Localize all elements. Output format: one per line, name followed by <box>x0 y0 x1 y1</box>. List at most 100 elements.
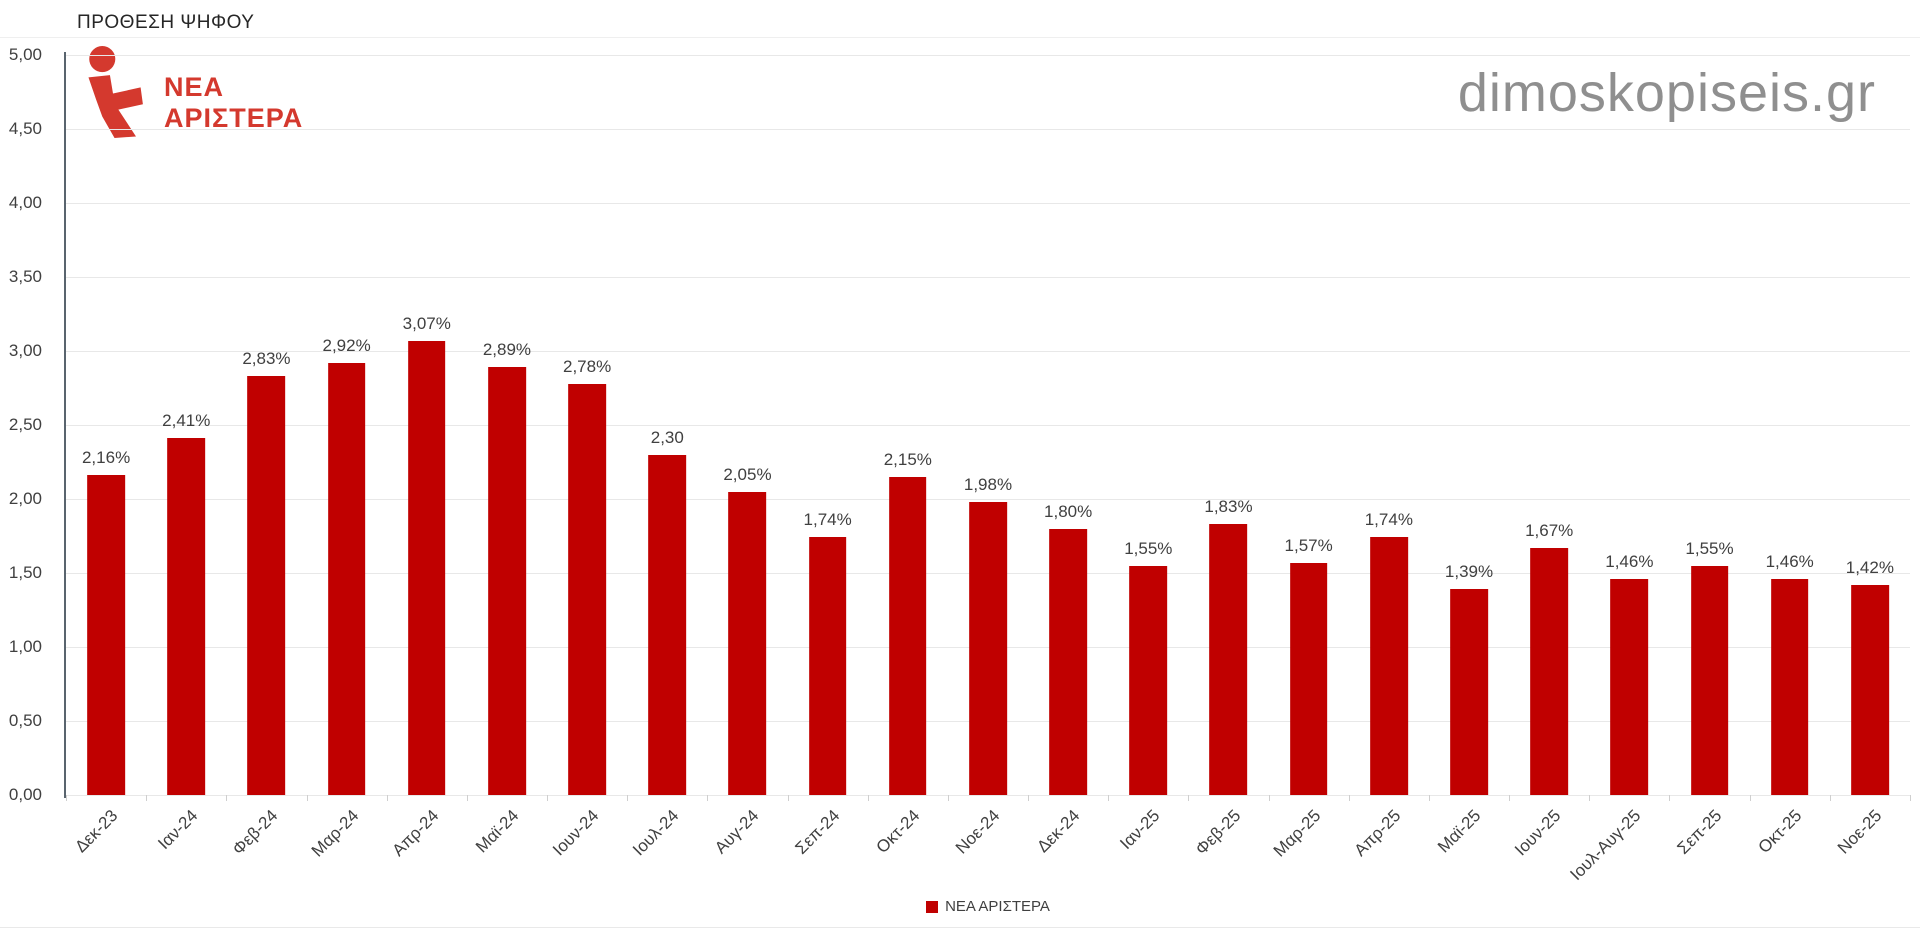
logo-line1: ΝΕΑ <box>164 72 225 102</box>
bar <box>1209 524 1248 795</box>
bar-value-label: 2,83% <box>242 349 291 369</box>
bar-value-label: 1,74% <box>803 510 852 530</box>
y-axis-labels: 5,00 4,50 4,00 3,50 3,00 2,50 2,00 1,50 1,00 0,50… <box>0 46 52 804</box>
bar <box>1530 547 1569 795</box>
bar-value-label: 2,78% <box>563 356 612 376</box>
legend-label: ΝΕΑ ΑΡΙΣΤΕΡΑ <box>945 898 1050 915</box>
y-tick-label: 3,00 <box>8 341 42 360</box>
axis-tick <box>707 795 709 801</box>
bar <box>247 376 286 795</box>
bar-value-label: 1,55% <box>1124 538 1173 558</box>
site-watermark: dimoskopiseis.gr <box>1457 63 1876 123</box>
bar-slot: 1,57% <box>1269 55 1349 795</box>
bar-value-label: 1,42% <box>1845 557 1894 577</box>
bar <box>568 383 606 795</box>
bar-series: 2,16% 2,41% 2,83% 2,92% 3,07% 2,89% 2,78% 2,30 2… <box>66 55 1910 795</box>
bar <box>888 476 927 795</box>
bar <box>648 454 687 795</box>
axis-tick <box>1829 795 1831 801</box>
axis-tick <box>1028 795 1030 801</box>
bar-slot: 1,98% <box>948 55 1028 795</box>
bar-value-label: 2,16% <box>81 448 131 468</box>
bar-slot: 1,80% <box>1028 55 1108 795</box>
bar-slot: 1,67% <box>1509 55 1589 795</box>
bar-value-label: 1,55% <box>1685 538 1734 558</box>
gridline <box>66 425 1910 426</box>
logo-text: ΝΕΑ ΑΡΙΣΤΕΡΑ <box>164 72 303 134</box>
bar-slot: 2,30 <box>627 55 707 795</box>
bar-value-label: 1,57% <box>1284 535 1333 555</box>
y-tick-label: 3,50 <box>8 267 42 286</box>
plot-area: 2,16% 2,41% 2,83% 2,92% 3,07% 2,89% 2,78% 2,30 2… <box>64 52 1910 798</box>
gridline <box>66 351 1910 352</box>
y-tick-label: 4,50 <box>8 119 42 138</box>
bar-slot: 3,07% <box>387 55 467 795</box>
bar-slot: 1,39% <box>1429 55 1509 795</box>
bar <box>1049 528 1087 795</box>
axis-tick <box>627 795 629 801</box>
bar-slot: 2,83% <box>226 55 306 795</box>
bar-slot: 2,92% <box>307 55 387 795</box>
bar-value-label: 2,15% <box>883 449 932 469</box>
y-tick-label: 5,00 <box>8 45 42 64</box>
bar <box>1610 578 1649 795</box>
bar-value-label: 1,39% <box>1444 562 1494 582</box>
bar-slot: 1,55% <box>1108 55 1188 795</box>
bar-slot: 2,89% <box>467 55 547 795</box>
bar-slot: 1,42% <box>1830 55 1910 795</box>
bar-slot: 2,16% <box>66 55 146 795</box>
gridline <box>66 55 1910 56</box>
bar <box>1770 578 1809 795</box>
bar <box>1690 565 1729 795</box>
axis-tick <box>146 795 148 801</box>
bar-value-label: 1,46% <box>1605 551 1654 571</box>
y-tick-label: 0,00 <box>8 785 42 804</box>
y-tick-label: 0,50 <box>8 711 42 730</box>
axis-tick <box>547 795 549 801</box>
bar <box>1851 584 1889 795</box>
bar-value-label: 2,89% <box>482 340 532 360</box>
bar-slot: 2,05% <box>707 55 787 795</box>
axis-tick <box>1589 795 1591 801</box>
bar <box>808 537 847 795</box>
chart-title: ΠΡΟΘΕΣΗ ΨΗΦΟΥ <box>77 12 255 33</box>
gridline <box>66 277 1910 278</box>
axis-tick <box>466 795 468 801</box>
bar-slot: 2,15% <box>868 55 948 795</box>
bar-value-label: 3,07% <box>402 313 451 333</box>
gridline <box>66 499 1910 500</box>
legend: ΝΕΑ ΑΡΙΣΤΕΡΑ <box>66 898 1910 915</box>
bar-slot: 1,46% <box>1750 55 1830 795</box>
bar-slot: 1,55% <box>1669 55 1749 795</box>
bar-slot: 2,41% <box>146 55 226 795</box>
axis-tick <box>1749 795 1751 801</box>
bar <box>1129 565 1168 795</box>
axis-tick <box>1910 795 1911 801</box>
bar-slot: 1,83% <box>1188 55 1268 795</box>
axis-tick <box>1428 795 1430 801</box>
gridline <box>66 203 1910 204</box>
axis-tick <box>1348 795 1350 801</box>
bar <box>1450 589 1488 795</box>
x-axis-ticks <box>66 795 1911 802</box>
axis-tick <box>386 795 388 801</box>
bar-slot: 2,78% <box>547 55 627 795</box>
bar <box>1289 562 1328 795</box>
bar <box>488 367 526 795</box>
bar <box>327 362 366 795</box>
gridline <box>66 795 1910 796</box>
bar <box>87 475 125 795</box>
bar-value-label: 2,30 <box>650 427 684 447</box>
legend-swatch-icon <box>926 900 939 913</box>
bar-value-label: 2,41% <box>162 411 211 431</box>
bar-value-label: 2,05% <box>723 464 772 484</box>
y-tick-label: 1,00 <box>8 637 42 656</box>
axis-tick <box>226 795 228 801</box>
y-tick-label: 1,50 <box>8 563 42 582</box>
bar <box>1369 537 1408 795</box>
y-tick-label: 2,00 <box>8 489 42 508</box>
bar-slot: 1,46% <box>1589 55 1669 795</box>
bar-slot: 1,74% <box>788 55 868 795</box>
bar-slot: 1,74% <box>1349 55 1429 795</box>
